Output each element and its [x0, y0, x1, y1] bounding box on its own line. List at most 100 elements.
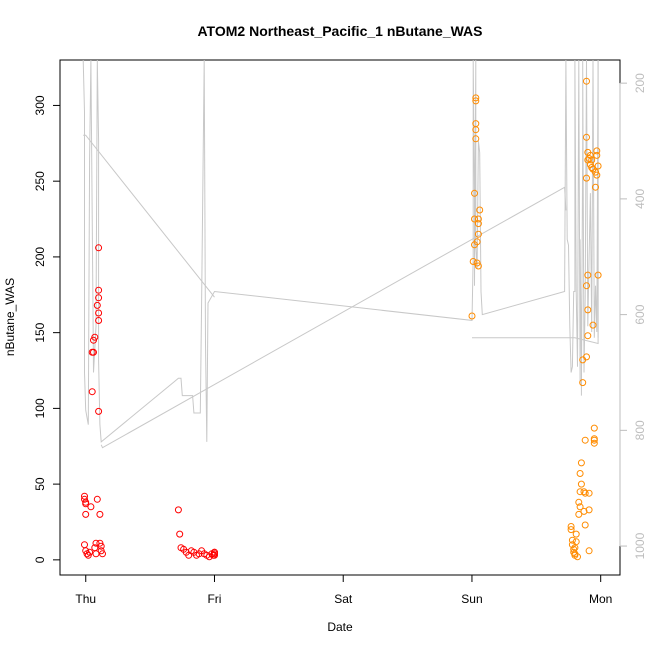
- data-point-s1-6: [472, 97, 480, 105]
- series-line-2: [82, 60, 599, 443]
- data-point-s0-24: [95, 317, 103, 324]
- x-axis: Thu Fri Sat Sun Mon: [75, 574, 612, 606]
- data-point-s0-50: [211, 548, 218, 556]
- data-point-s1-70: [593, 171, 601, 179]
- data-point-s1-28: [574, 553, 581, 561]
- y-right-tick-label: 600: [633, 304, 647, 324]
- data-point-s1-60: [588, 164, 596, 171]
- data-point-s1-32: [576, 488, 584, 496]
- y-right-tick-label: 400: [633, 189, 647, 209]
- y-axis-right: 200 400 600 800 1000: [619, 73, 647, 559]
- data-point-s1-63: [589, 321, 597, 329]
- data-point-s0-26: [95, 407, 103, 415]
- data-point-s1-13: [474, 230, 482, 238]
- data-point-s1-46: [583, 133, 590, 141]
- data-point-s1-45: [583, 174, 590, 182]
- data-point-s1-55: [585, 506, 593, 514]
- y-tick-label: 50: [33, 477, 47, 491]
- y-tick-label: 0: [33, 556, 47, 563]
- data-point-s0-9: [86, 548, 94, 556]
- y-tick-label: 100: [33, 398, 47, 418]
- data-point-s1-43: [583, 353, 590, 361]
- data-point-s1-30: [575, 498, 583, 506]
- data-point-s1-73: [594, 271, 602, 279]
- series-line-5: [472, 60, 599, 345]
- data-point-s0-3: [82, 500, 90, 508]
- data-point-s0-5: [81, 541, 88, 549]
- x-tick-label: Mon: [589, 592, 612, 606]
- data-point-s1-50: [584, 332, 592, 340]
- data-point-s1-8: [472, 126, 480, 134]
- y-axis-label: nButane_WAS: [3, 278, 17, 356]
- data-point-s1-3: [471, 215, 478, 223]
- data-point-s1-16: [476, 206, 484, 214]
- data-point-s1-15: [474, 215, 482, 223]
- data-point-s1-31: [576, 503, 584, 511]
- data-point-s1-47: [583, 77, 590, 85]
- y-tick-label: 250: [33, 171, 47, 191]
- data-point-s0-31: [99, 550, 106, 558]
- data-point-s1-65: [590, 439, 598, 447]
- data-point-s1-48: [584, 271, 592, 279]
- data-point-s1-72: [593, 151, 601, 159]
- data-point-s1-66: [590, 424, 598, 432]
- series-line-3: [100, 186, 567, 449]
- data-point-s1-14: [474, 220, 482, 228]
- data-point-s1-27: [572, 530, 580, 538]
- x-tick-label: Thu: [75, 592, 96, 606]
- data-point-s1-42: [581, 436, 589, 444]
- data-point-s1-68: [592, 183, 599, 191]
- data-point-s1-26: [572, 538, 580, 546]
- y-right-tick-label: 800: [633, 420, 647, 440]
- data-point-s1-34: [577, 459, 585, 467]
- series-line-4: [83, 134, 215, 298]
- data-point-s0-32: [174, 506, 182, 514]
- data-point-s0-19: [93, 495, 101, 503]
- data-point-s1-67: [590, 436, 598, 444]
- data-point-s1-33: [576, 470, 584, 477]
- data-point-s1-71: [593, 147, 601, 155]
- plot-frame: [59, 59, 621, 576]
- data-point-s1-74: [594, 162, 602, 170]
- data-point-s1-0: [468, 312, 476, 320]
- data-point-s1-17: [567, 523, 575, 530]
- data-point-s1-35: [577, 480, 585, 488]
- data-point-s0-27: [96, 510, 104, 518]
- y-right-tick-label: 200: [633, 73, 647, 93]
- y-tick-label: 200: [33, 247, 47, 267]
- data-point-s1-44: [583, 282, 590, 290]
- data-point-s1-9: [472, 135, 480, 143]
- data-point-s1-54: [585, 547, 593, 555]
- data-point-s0-21: [95, 294, 103, 302]
- chart-title: ATOM2 Northeast_Pacific_1 nButane_WAS: [197, 23, 482, 39]
- data-point-s1-40: [581, 521, 589, 529]
- y-axis-left: 0 50 100 150 200 250 300: [33, 95, 61, 563]
- data-point-s1-10: [473, 238, 481, 246]
- data-point-s1-41: [581, 489, 589, 497]
- data-point-s1-49: [584, 306, 592, 314]
- data-point-s1-36: [579, 379, 587, 387]
- x-axis-label: Date: [327, 620, 353, 634]
- data-point-s0-23: [95, 309, 103, 317]
- data-point-s1-18: [567, 526, 575, 534]
- data-point-s1-56: [585, 489, 593, 497]
- data-point-s1-39: [580, 507, 588, 515]
- data-point-s0-51: [211, 551, 218, 559]
- data-point-s0-22: [95, 286, 103, 294]
- data-point-s0-25: [95, 244, 103, 252]
- data-point-s1-5: [472, 94, 480, 102]
- data-point-s0-20: [93, 301, 101, 309]
- data-point-s0-33: [176, 530, 184, 538]
- data-point-s0-10: [87, 503, 95, 511]
- x-tick-label: Sat: [334, 592, 353, 606]
- y-right-tick-label: 1000: [633, 532, 647, 559]
- data-point-s0-4: [82, 510, 90, 518]
- y-tick-label: 150: [33, 322, 47, 342]
- plot-area: [81, 60, 602, 561]
- data-point-s0-15: [91, 333, 99, 341]
- data-point-s0-29: [97, 542, 105, 550]
- data-point-s1-38: [580, 488, 588, 496]
- data-point-s0-13: [90, 348, 97, 356]
- x-tick-label: Fri: [207, 592, 221, 606]
